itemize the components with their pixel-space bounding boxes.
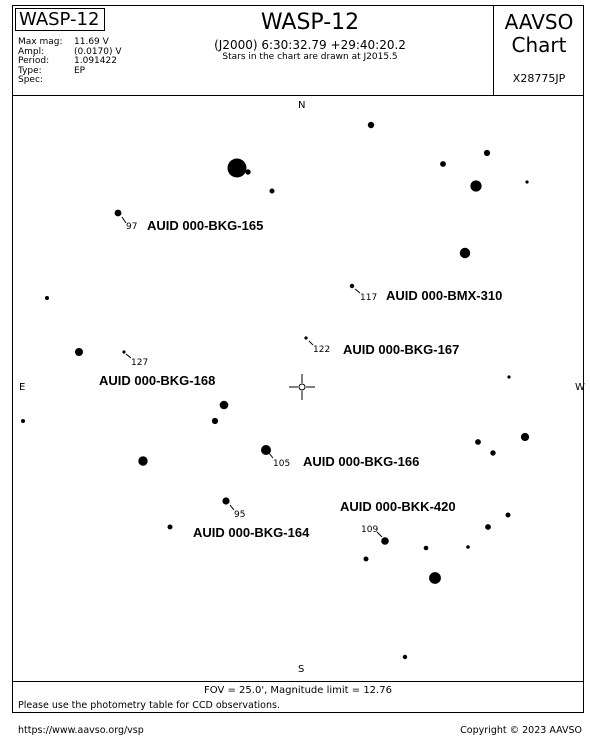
comparison-auid: AUID 000-BKG-168 bbox=[99, 373, 215, 388]
footer-divider bbox=[12, 681, 584, 682]
header-right-divider bbox=[493, 5, 494, 95]
org-label: AAVSO bbox=[504, 10, 574, 34]
star bbox=[429, 572, 441, 584]
comparison-star-label: 105 AUID 000-BKG-166 bbox=[268, 452, 419, 469]
star bbox=[525, 180, 529, 184]
star bbox=[466, 545, 470, 549]
comparison-auid: AUID 000-BKK-420 bbox=[340, 499, 456, 514]
star bbox=[211, 417, 219, 425]
info-row-period: Period: 1.091422 bbox=[18, 56, 117, 67]
star bbox=[367, 121, 375, 129]
comparison-auid: AUID 000-BKG-167 bbox=[343, 342, 459, 357]
star bbox=[483, 149, 491, 157]
comparison-star-label: 117 AUID 000-BMX-310 bbox=[354, 288, 502, 303]
comparison-star-label: 109 AUID 000-BKK-420 bbox=[340, 499, 456, 538]
star bbox=[122, 350, 126, 354]
epoch-note: Stars in the chart are drawn at J2015.5 bbox=[222, 52, 398, 62]
stars-layer bbox=[21, 121, 530, 660]
info-row-ampl: Ampl: (0.0170) V bbox=[18, 46, 122, 57]
comparison-star-label: 122 AUID 000-BKG-167 bbox=[308, 340, 459, 357]
star bbox=[423, 545, 429, 551]
chart-label: Chart bbox=[511, 33, 567, 57]
star bbox=[245, 169, 251, 175]
comparison-auid: AUID 000-BMX-310 bbox=[386, 288, 502, 303]
star bbox=[138, 456, 148, 466]
comparison-magnitude: 105 bbox=[273, 459, 290, 469]
star bbox=[45, 296, 49, 300]
comparison-magnitude: 127 bbox=[131, 358, 148, 368]
star bbox=[459, 247, 471, 259]
star bbox=[269, 188, 275, 194]
comparison-leader-line bbox=[308, 340, 314, 346]
comparison-leader-line bbox=[376, 531, 383, 538]
header-divider bbox=[12, 95, 584, 96]
star bbox=[167, 524, 173, 530]
north-label: N bbox=[298, 100, 306, 111]
chart-title: WASP-12 bbox=[260, 10, 360, 35]
comparison-leader-line bbox=[354, 288, 361, 294]
comparison-leader-line bbox=[125, 353, 132, 359]
info-row-spec: Spec: bbox=[18, 75, 43, 86]
star bbox=[520, 432, 530, 442]
east-label: E bbox=[19, 382, 26, 393]
comparison-leader-line bbox=[229, 504, 235, 511]
comparison-auid: AUID 000-BKG-166 bbox=[303, 454, 419, 469]
star bbox=[402, 654, 408, 660]
star bbox=[381, 537, 389, 545]
star bbox=[505, 512, 511, 518]
comparison-leader-line bbox=[268, 452, 274, 459]
chart-frame bbox=[12, 5, 584, 713]
south-label: S bbox=[298, 664, 305, 675]
chart-coordinates: (J2000) 6:30:32.79 +29:40:20.2 bbox=[214, 38, 406, 52]
info-row-max-mag: Max mag: 11.69 V bbox=[18, 37, 109, 47]
star bbox=[490, 450, 496, 456]
comparison-magnitude: 97 bbox=[126, 222, 137, 232]
comparison-labels-layer: 97 AUID 000-BKG-165 117 AUID 000-BMX-310 122… bbox=[99, 216, 502, 540]
source-url[interactable]: https://www.aavso.org/vsp bbox=[18, 725, 144, 736]
comparison-magnitude: 109 bbox=[361, 525, 378, 535]
copyright: Copyright © 2023 AAVSO bbox=[460, 725, 582, 736]
star bbox=[363, 556, 369, 562]
photometry-note: Please use the photometry table for CCD … bbox=[18, 700, 280, 711]
star bbox=[485, 524, 491, 530]
star-info: Max mag: 11.69 V Ampl: (0.0170) V Period: 1… bbox=[18, 37, 122, 86]
star bbox=[475, 439, 481, 445]
comparison-leader-line bbox=[121, 216, 127, 224]
star bbox=[507, 375, 511, 379]
star bbox=[470, 180, 482, 192]
west-label: W bbox=[575, 382, 585, 393]
comparison-star-label: 127 AUID 000-BKG-168 bbox=[99, 353, 215, 388]
comparison-star-label: 95 AUID 000-BKG-164 bbox=[193, 504, 310, 540]
star bbox=[349, 283, 355, 289]
chart-id: X28775JP bbox=[512, 72, 566, 85]
comparison-magnitude: 95 bbox=[234, 510, 245, 520]
comparison-magnitude: 117 bbox=[360, 293, 377, 303]
info-row-type: Type: EP bbox=[18, 65, 86, 76]
star bbox=[227, 158, 247, 178]
star bbox=[21, 419, 25, 423]
comparison-auid: AUID 000-BKG-165 bbox=[147, 218, 263, 233]
target-reticle-icon bbox=[289, 374, 315, 400]
comparison-magnitude: 122 bbox=[313, 345, 330, 355]
star bbox=[114, 209, 122, 217]
star bbox=[304, 336, 308, 340]
star bbox=[219, 400, 229, 410]
fov-note: FOV = 25.0', Magnitude limit = 12.76 bbox=[204, 685, 392, 696]
comparison-star-label: 97 AUID 000-BKG-165 bbox=[121, 216, 263, 233]
star bbox=[440, 161, 446, 167]
star-name-box: WASP-12 bbox=[15, 8, 105, 31]
comparison-auid: AUID 000-BKG-164 bbox=[193, 525, 310, 540]
star bbox=[222, 497, 230, 505]
star bbox=[261, 445, 271, 455]
star bbox=[75, 348, 83, 356]
